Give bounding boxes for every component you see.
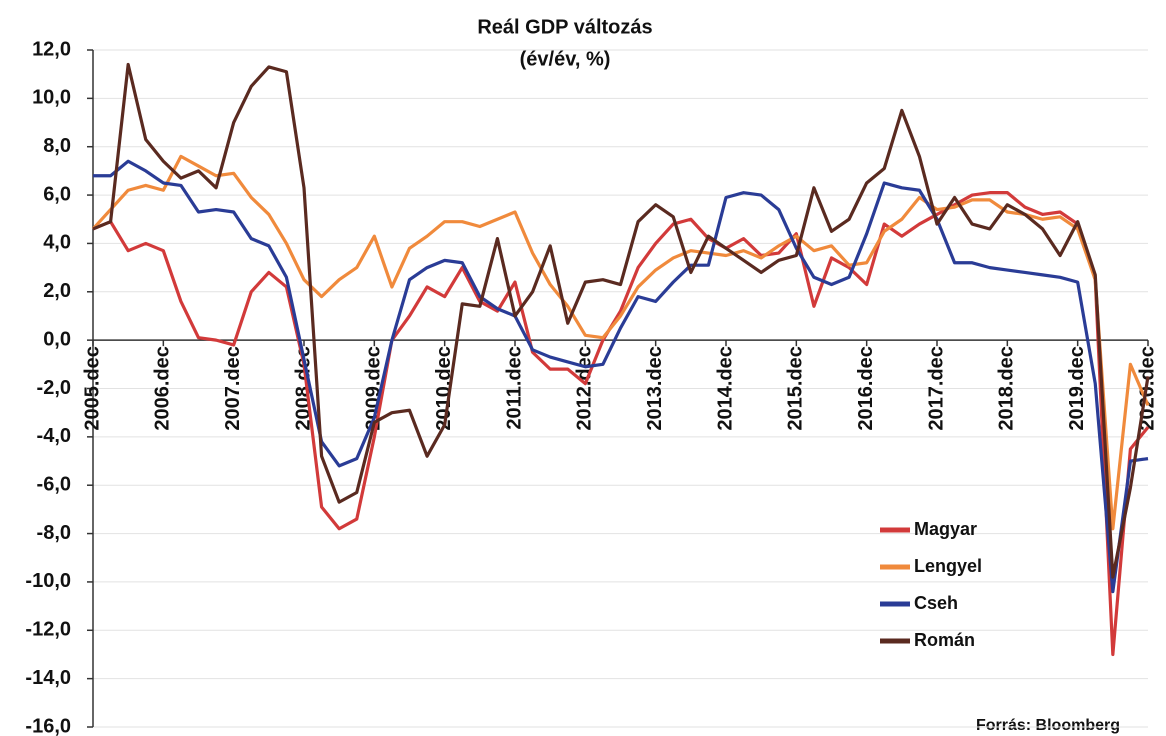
series-line (92, 62, 1150, 579)
x-tick-label: 2016.dec (855, 346, 877, 431)
y-tick-label: 12,0 (32, 38, 71, 60)
x-tick-label: 2012.dec (574, 346, 596, 431)
source: Forrás: Bloomberg (976, 717, 1120, 734)
y-tick-label: 6,0 (43, 183, 71, 205)
x-tick-label: 2011.dec (503, 346, 525, 429)
x-tick-label: 2014.dec (714, 346, 736, 431)
chart-subtitle: (év/év, %) (520, 48, 611, 70)
legend-label: Cseh (914, 593, 958, 613)
chart-title: Reál GDP változás (477, 16, 652, 38)
x-tick-label: 2006.dec (152, 346, 174, 431)
legend-label: Magyar (914, 519, 977, 539)
y-tick-label: -4,0 (37, 425, 71, 447)
x-tick-label: 2007.dec (222, 346, 244, 431)
y-tick-label: -8,0 (37, 522, 71, 544)
y-tick-label: -12,0 (25, 619, 71, 641)
y-tick-label: -10,0 (25, 570, 71, 592)
y-tick-label: -14,0 (25, 667, 71, 689)
x-tick-label: 2005.dec (81, 346, 103, 431)
y-tick-label: 4,0 (43, 232, 71, 254)
series-line (91, 154, 1150, 531)
x-tick-label: 2015.dec (785, 346, 807, 431)
x-tick-label: 2013.dec (644, 346, 666, 431)
y-tick-label: -16,0 (25, 715, 71, 736)
y-tick-label: 0,0 (43, 328, 71, 350)
y-tick-label: 10,0 (32, 87, 71, 109)
y-tick-label: -2,0 (37, 377, 71, 399)
series-line (92, 191, 1150, 657)
x-tick-label: 2017.dec (925, 346, 947, 431)
x-tick-label: 2019.dec (1066, 346, 1088, 431)
y-tick-label: 8,0 (43, 135, 71, 157)
legend-label: Román (914, 630, 975, 650)
y-tick-label: -6,0 (37, 473, 71, 495)
series-line (93, 159, 1149, 594)
legend-label: Lengyel (914, 556, 982, 576)
y-tick-label: 2,0 (43, 280, 71, 302)
x-tick-label: 2010.dec (433, 346, 455, 431)
x-tick-label: 2018.dec (996, 346, 1018, 431)
